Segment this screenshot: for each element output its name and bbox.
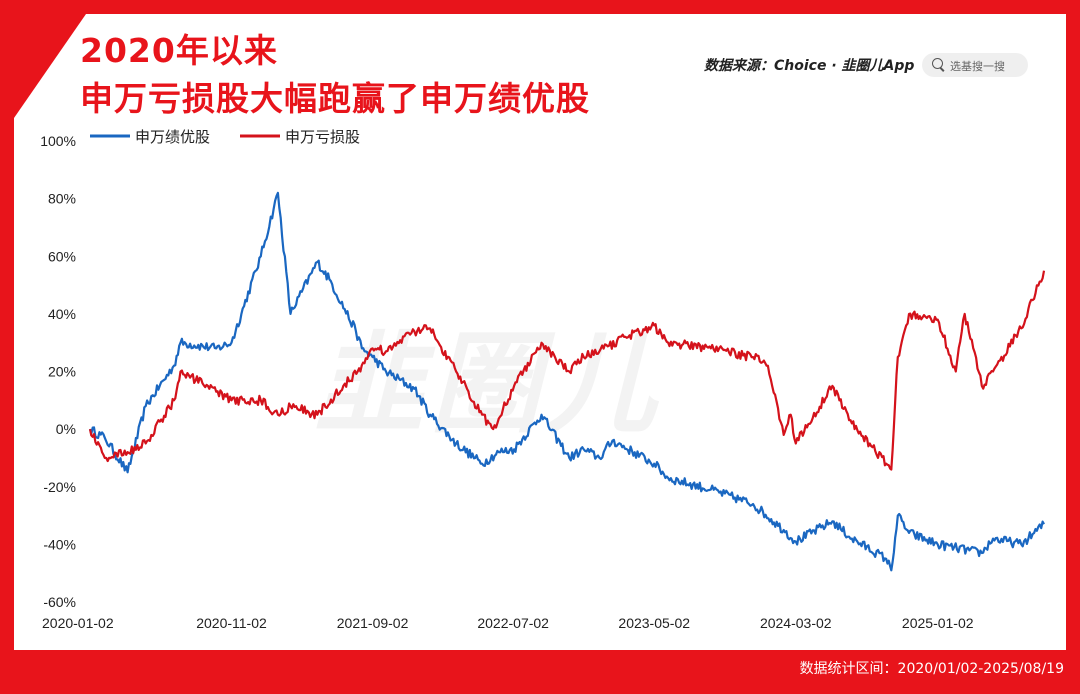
chart-panel: 2020年以来 申万亏损股大幅跑赢了申万绩优股 数据来源：Choice · 韭圈… (14, 14, 1066, 650)
y-tick-label: -60% (43, 594, 76, 610)
date-range-footer: 数据统计区间：2020/01/02-2025/08/19 (799, 661, 1064, 677)
line-chart: 100% 80% 60% 40% 20% 0% -20% -40% -60% 2020-01-0… (40, 128, 1046, 631)
series-line-1 (88, 191, 1045, 572)
x-tick-label: 2020-11-02 (196, 615, 267, 631)
x-tick-label: 2024-03-02 (760, 615, 832, 631)
x-tick-label: 2021-09-02 (337, 615, 409, 631)
legend-label-1: 申万绩优股 (135, 128, 210, 146)
corner-decoration (14, 14, 86, 118)
chart-title-line2: 申万亏损股大幅跑赢了申万绩优股 (80, 79, 590, 118)
y-tick-label: -40% (43, 536, 76, 552)
legend: 申万绩优股 申万亏损股 (90, 128, 360, 146)
y-tick-label: 0% (56, 421, 76, 437)
y-tick-label: 20% (48, 364, 76, 380)
search-placeholder: 选基搜一搜 (950, 60, 1005, 73)
y-tick-label: -20% (43, 479, 76, 495)
y-tick-label: 60% (48, 248, 76, 264)
search-icon (932, 58, 943, 69)
series-line-2 (88, 270, 1046, 471)
watermark-text: 韭圈儿 (314, 320, 662, 448)
y-axis: 100% 80% 60% 40% 20% 0% -20% -40% -60% (40, 133, 76, 610)
x-tick-label: 2025-01-02 (902, 615, 974, 631)
x-tick-label: 2022-07-02 (477, 615, 549, 631)
x-axis: 2020-01-02 2020-11-02 2021-09-02 2022-07-02… (42, 615, 974, 631)
x-tick-label: 2020-01-02 (42, 615, 114, 631)
chart-title-line1: 2020年以来 (80, 31, 278, 70)
legend-label-2: 申万亏损股 (285, 128, 360, 146)
x-tick-label: 2023-05-02 (618, 615, 690, 631)
y-tick-label: 80% (48, 191, 76, 207)
data-source-label: 数据来源：Choice · 韭圈儿App (704, 58, 915, 74)
y-tick-label: 40% (48, 306, 76, 322)
series-lines (88, 191, 1046, 572)
y-tick-label: 100% (40, 133, 76, 149)
search-box[interactable]: 选基搜一搜 (922, 53, 1028, 77)
